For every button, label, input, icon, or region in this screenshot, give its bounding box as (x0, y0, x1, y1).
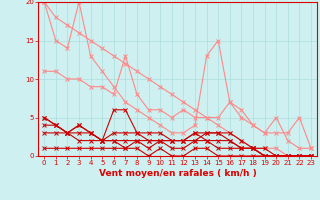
X-axis label: Vent moyen/en rafales ( km/h ): Vent moyen/en rafales ( km/h ) (99, 169, 256, 178)
